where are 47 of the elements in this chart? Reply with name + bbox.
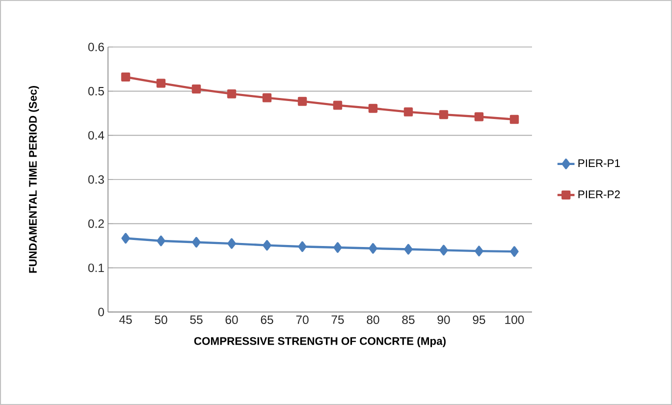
point [192,84,201,94]
point [474,112,484,122]
point [298,241,307,252]
x-axis-title: COMPRESSIVE STRENGTH OF CONCRTE (Mpa) [194,336,446,348]
y-tick-label: 0.4 [88,131,104,140]
y-tick-label: 0.5 [88,86,104,96]
x-tick-label: 100 [505,316,524,324]
legend-label: PIER-P1 [578,159,620,167]
y-tick-label: 0 [98,308,104,316]
point [192,236,201,248]
x-tick-label: 70 [296,316,309,324]
point [333,100,342,110]
point [510,246,519,257]
x-tick-label: 65 [260,316,274,324]
x-tick-label: 80 [366,316,380,324]
point [227,238,236,249]
y-tick-label: 0.1 [88,264,104,272]
point [298,96,307,106]
y-tick-label: 0.3 [88,175,104,184]
legend-label: PIER-P2 [578,190,620,198]
point [368,243,378,254]
y-tick-label: 0.2 [88,219,104,228]
point [439,110,448,120]
point [510,114,519,124]
y-tick-label: 0.6 [88,42,104,52]
point [227,89,236,98]
point [439,244,448,256]
point [404,107,413,116]
point [156,236,166,246]
point [121,72,130,82]
x-tick-label: 60 [226,316,238,324]
y-axis-title: FUNDAMENTAL TIME PERIOD (Sec) [28,86,39,273]
x-tick-label: 45 [119,316,132,324]
point [368,104,378,113]
point [474,246,484,256]
x-tick-label: 55 [190,316,203,324]
point [262,240,272,251]
x-tick-label: 85 [402,316,415,324]
x-tick-label: 75 [332,316,344,324]
point [121,232,130,244]
point [262,93,272,102]
point [156,78,166,88]
point [333,242,342,253]
x-tick-label: 50 [154,316,168,324]
x-tick-label: 90 [438,316,450,324]
point [404,244,413,255]
x-tick-label: 95 [472,316,486,324]
